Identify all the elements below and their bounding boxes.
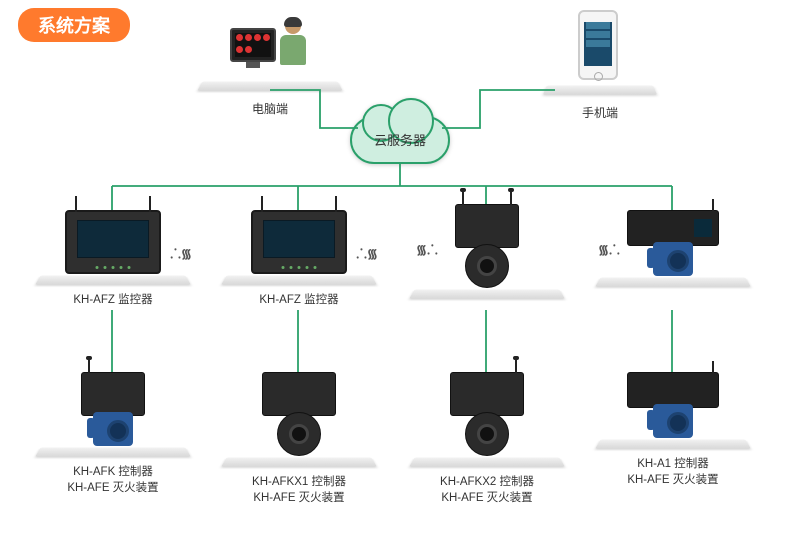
camera-disc-icon	[465, 412, 509, 456]
client-phone: 手机端	[540, 10, 660, 121]
platform	[35, 448, 191, 457]
platform	[197, 82, 342, 91]
phone-label: 手机端	[540, 104, 660, 121]
mid-node-1: ⸫᯾ KH-AFZ 监控器	[28, 210, 198, 308]
label-line1: KH-A1 控制器	[588, 456, 758, 472]
bot-node-3: KH-AFKX2 控制器 KH-AFE 灭火装置	[402, 372, 572, 506]
wifi-icon: ᯾⸫	[416, 240, 438, 258]
monitor-device-icon	[65, 210, 161, 274]
wide-box-icon	[627, 372, 719, 408]
device-label: KH-AFKX2 控制器 KH-AFE 灭火装置	[402, 474, 572, 506]
device-label: KH-AFKX1 控制器 KH-AFE 灭火装置	[214, 474, 384, 506]
bot-node-4: KH-A1 控制器 KH-AFE 灭火装置	[588, 372, 758, 488]
small-box-icon	[455, 204, 519, 248]
label-line1: KH-AFKX1 控制器	[214, 474, 384, 490]
cloud-label: 云服务器	[350, 130, 450, 149]
platform	[35, 276, 191, 285]
label-line1: KH-AFKX2 控制器	[402, 474, 572, 490]
label-line2: KH-AFE 灭火装置	[28, 480, 198, 496]
pc-illustration	[230, 18, 310, 78]
platform	[221, 276, 377, 285]
platform	[221, 458, 377, 467]
monitor-device-icon	[251, 210, 347, 274]
platform	[543, 86, 657, 95]
label-line2: KH-AFE 灭火装置	[214, 490, 384, 506]
platform	[595, 278, 751, 287]
wide-box-icon	[627, 210, 719, 246]
platform	[595, 440, 751, 449]
device-label: KH-AFK 控制器 KH-AFE 灭火装置	[28, 464, 198, 496]
blue-cam-icon	[93, 412, 133, 446]
platform	[409, 458, 565, 467]
bot-node-1: KH-AFK 控制器 KH-AFE 灭火装置	[28, 372, 198, 496]
small-box-icon	[450, 372, 524, 416]
wifi-icon: ᯾⸫	[598, 240, 620, 258]
cloud-server: 云服务器	[350, 116, 450, 164]
client-pc: 电脑端	[200, 18, 340, 117]
device-label: KH-AFZ 监控器	[214, 292, 384, 308]
label-line1: KH-AFK 控制器	[28, 464, 198, 480]
mid-node-4: ᯾⸫	[588, 210, 758, 294]
small-box-icon	[81, 372, 145, 416]
title-badge: 系统方案	[18, 8, 130, 42]
wifi-icon: ⸫᯾	[170, 244, 192, 262]
mid-node-3: ᯾⸫	[402, 204, 572, 306]
blue-cam-icon	[653, 404, 693, 438]
pc-label: 电脑端	[200, 100, 340, 117]
platform	[409, 290, 565, 299]
mid-node-2: ⸫᯾ KH-AFZ 监控器	[214, 210, 384, 308]
device-label: KH-A1 控制器 KH-AFE 灭火装置	[588, 456, 758, 488]
bot-node-2: KH-AFKX1 控制器 KH-AFE 灭火装置	[214, 372, 384, 506]
label-line2: KH-AFE 灭火装置	[402, 490, 572, 506]
camera-disc-icon	[277, 412, 321, 456]
blue-cam-icon	[653, 242, 693, 276]
phone-illustration	[578, 10, 622, 82]
wifi-icon: ⸫᯾	[356, 244, 378, 262]
device-label: KH-AFZ 监控器	[28, 292, 198, 308]
camera-disc-icon	[465, 244, 509, 288]
label-line2: KH-AFE 灭火装置	[588, 472, 758, 488]
small-box-icon	[262, 372, 336, 416]
